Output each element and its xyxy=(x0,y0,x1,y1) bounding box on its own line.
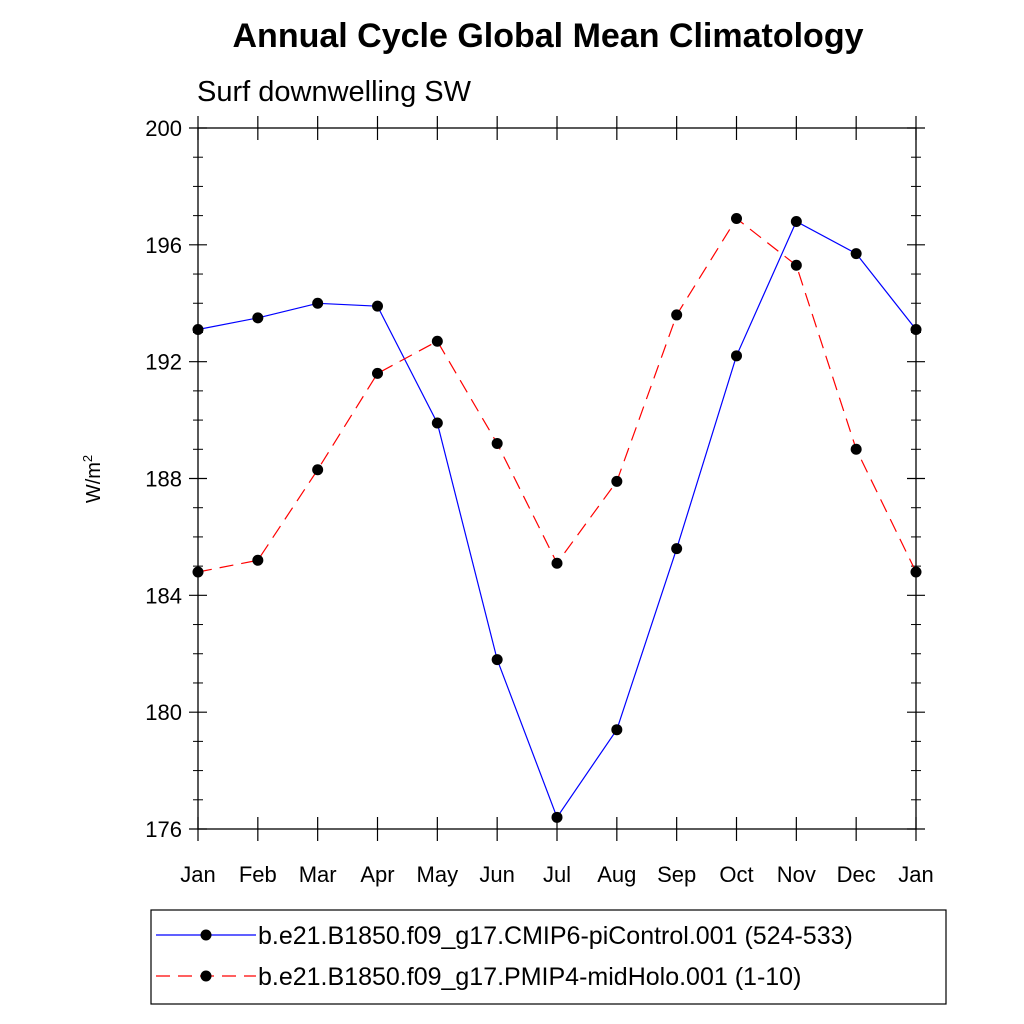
series-1-point xyxy=(850,443,862,455)
x-tick-label: May xyxy=(417,862,459,887)
series-0-point xyxy=(731,350,742,362)
series-0-point xyxy=(671,543,683,555)
series-1-point xyxy=(252,554,264,566)
x-tick-label: Nov xyxy=(777,862,816,887)
x-tick-label: Feb xyxy=(239,862,277,887)
y-axis-label-superscript: 2 xyxy=(80,455,95,462)
series-1-point xyxy=(910,566,922,578)
legend-box xyxy=(150,909,947,1005)
x-tick-label: Jun xyxy=(479,862,514,887)
y-tick-label: 176 xyxy=(145,817,182,842)
legend-marker-0 xyxy=(200,929,212,941)
series-0-point xyxy=(312,297,324,309)
legend: b.e21.B1850.f09_g17.CMIP6-piControl.001 … xyxy=(156,922,853,991)
y-axis-label-base: W/m xyxy=(83,462,105,503)
series-0-point xyxy=(611,724,623,736)
y-axis-label: W/m2 xyxy=(80,455,105,503)
y-tick-label: 188 xyxy=(145,467,182,492)
series-0-point xyxy=(192,324,204,336)
series-0-point xyxy=(491,654,503,666)
chart-title: Annual Cycle Global Mean Climatology xyxy=(233,17,864,55)
series-1-point xyxy=(431,335,443,347)
y-tick-label: 180 xyxy=(145,700,182,725)
series-0-point xyxy=(850,248,862,260)
y-tick-label: 184 xyxy=(145,583,182,608)
x-tick-label: Aug xyxy=(597,862,636,887)
legend-label-1: b.e21.B1850.f09_g17.PMIP4-midHolo.001 (1… xyxy=(258,963,801,991)
x-tick-label: Jan xyxy=(898,862,933,887)
x-tick-label: Dec xyxy=(837,862,876,887)
series-0-point xyxy=(252,312,264,324)
x-tick-label: Jul xyxy=(543,862,571,887)
x-tick-label: Apr xyxy=(360,862,394,887)
series-0-point xyxy=(790,215,802,227)
series-0-point xyxy=(910,324,922,336)
series-1-point xyxy=(312,464,324,476)
y-tick-label: 196 xyxy=(145,233,182,258)
x-tick-label: Jan xyxy=(180,862,215,887)
x-tick-label: Mar xyxy=(299,862,337,887)
x-tick-labels: Jan Feb Mar Apr May Jun Jul Aug Sep Oct Nov Dec Jan xyxy=(180,862,933,887)
series-1-point xyxy=(551,557,563,569)
series-layer xyxy=(192,213,922,823)
chart-subtitle: Surf downwelling SW xyxy=(197,76,472,108)
series-1-point xyxy=(671,309,683,321)
series-0-point xyxy=(372,300,383,312)
legend-marker-1 xyxy=(200,970,212,982)
y-tick-labels: 176 180 184 188 192 196 200 xyxy=(145,116,182,842)
y-tick-label: 200 xyxy=(145,116,182,141)
plot-frame xyxy=(197,127,917,830)
x-tick-label: Oct xyxy=(719,862,753,887)
series-line-1 xyxy=(197,217,917,573)
series-1-point xyxy=(790,259,802,271)
series-1-point xyxy=(372,367,383,379)
series-0-point xyxy=(431,417,443,429)
axis-ticks xyxy=(189,116,925,841)
series-1-point xyxy=(192,566,204,578)
x-tick-label: Sep xyxy=(657,862,696,887)
series-1-point xyxy=(491,437,503,449)
y-tick-label: 192 xyxy=(145,350,182,375)
series-0-point xyxy=(551,811,563,823)
legend-label-0: b.e21.B1850.f09_g17.CMIP6-piControl.001 … xyxy=(258,922,853,950)
series-1-point xyxy=(731,213,742,225)
series-1-point xyxy=(611,475,623,487)
series-line-0 xyxy=(197,220,917,819)
